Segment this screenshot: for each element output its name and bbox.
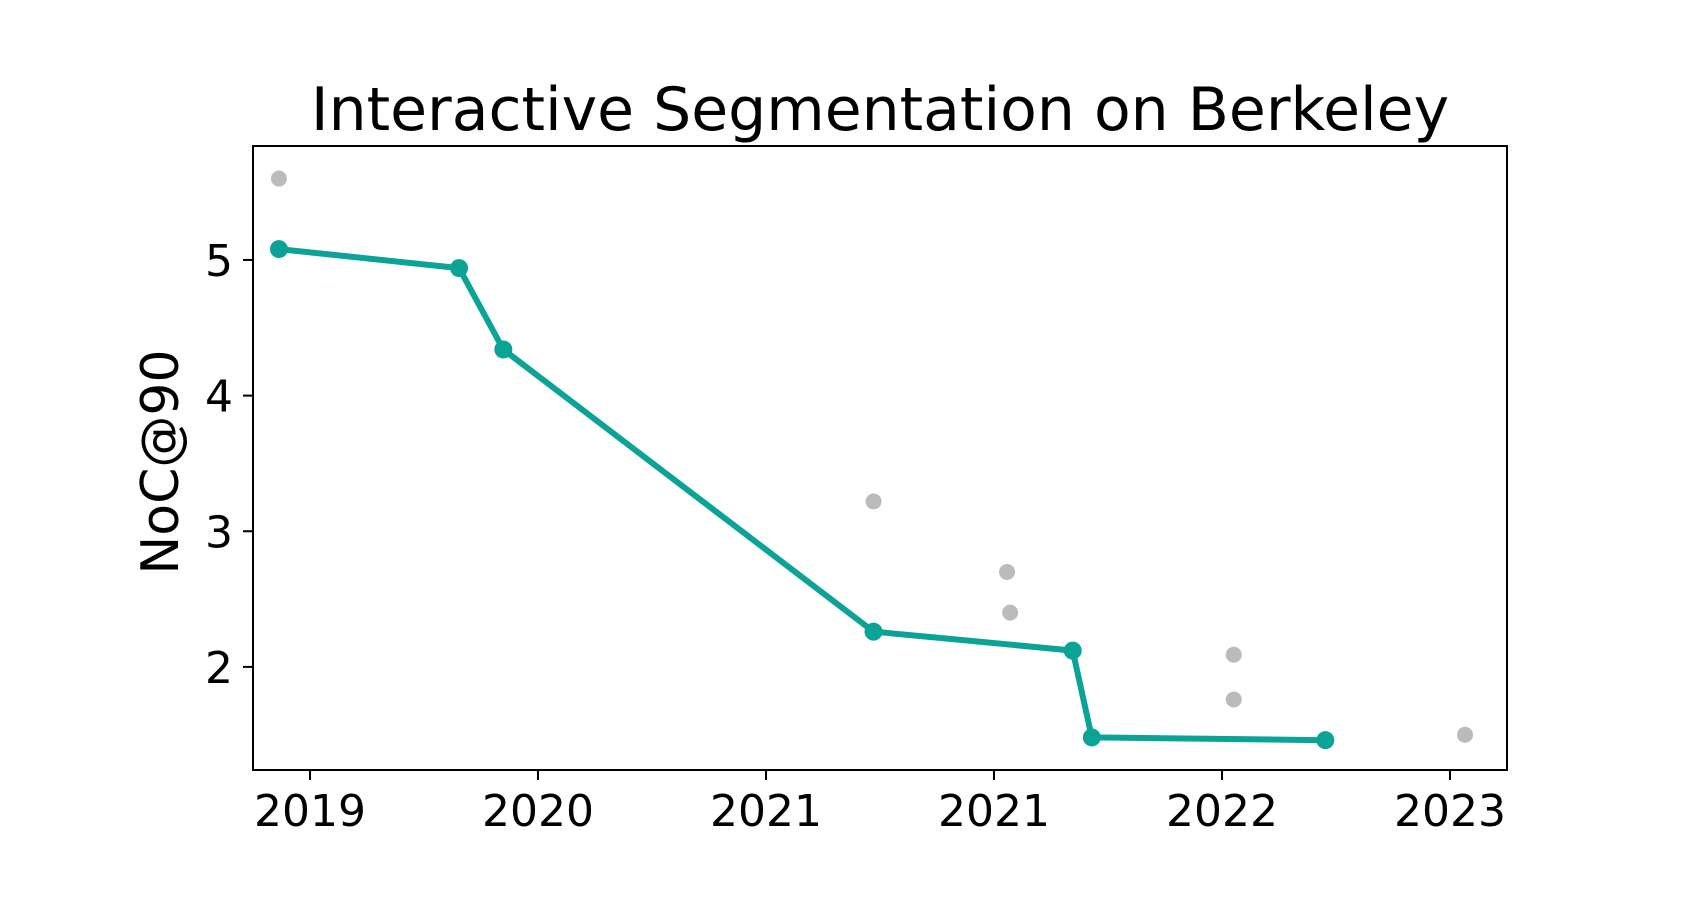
sota-point — [450, 259, 469, 278]
x-tick-label: 2022 — [1166, 786, 1278, 837]
other-result-point — [1225, 646, 1242, 663]
sota-point — [1082, 728, 1101, 747]
plot-frame — [252, 145, 1508, 771]
x-tick-label: 2021 — [710, 786, 822, 837]
x-tick-label: 2020 — [482, 786, 594, 837]
sota-point — [864, 622, 883, 641]
other-result-point — [1002, 604, 1019, 621]
sota-point — [1316, 731, 1335, 750]
x-tick-label: 2019 — [254, 786, 366, 837]
sota-point — [1063, 641, 1082, 660]
y-tick-label: 3 — [205, 507, 233, 558]
x-tick-label: 2023 — [1394, 786, 1506, 837]
other-result-point — [1457, 726, 1474, 743]
other-result-point — [1225, 691, 1242, 708]
sota-point — [269, 240, 288, 259]
y-tick-label: 5 — [205, 236, 233, 287]
x-tick-label: 2021 — [938, 786, 1050, 837]
y-tick-label: 2 — [205, 643, 233, 694]
other-result-point — [999, 563, 1016, 580]
plot-marks — [269, 170, 1474, 750]
y-axis-label: NoC@90 — [131, 349, 191, 574]
y-axis: 2 3 4 5 — [205, 236, 253, 694]
sota-point — [494, 340, 513, 359]
other-result-point — [270, 170, 287, 187]
x-axis: 2019 2020 2021 2021 2022 2023 — [254, 770, 1506, 837]
sota-line — [278, 246, 1326, 744]
other-result-point — [865, 493, 882, 510]
y-tick-label: 4 — [205, 372, 233, 423]
chart-title: Interactive Segmentation on Berkeley — [311, 75, 1449, 145]
